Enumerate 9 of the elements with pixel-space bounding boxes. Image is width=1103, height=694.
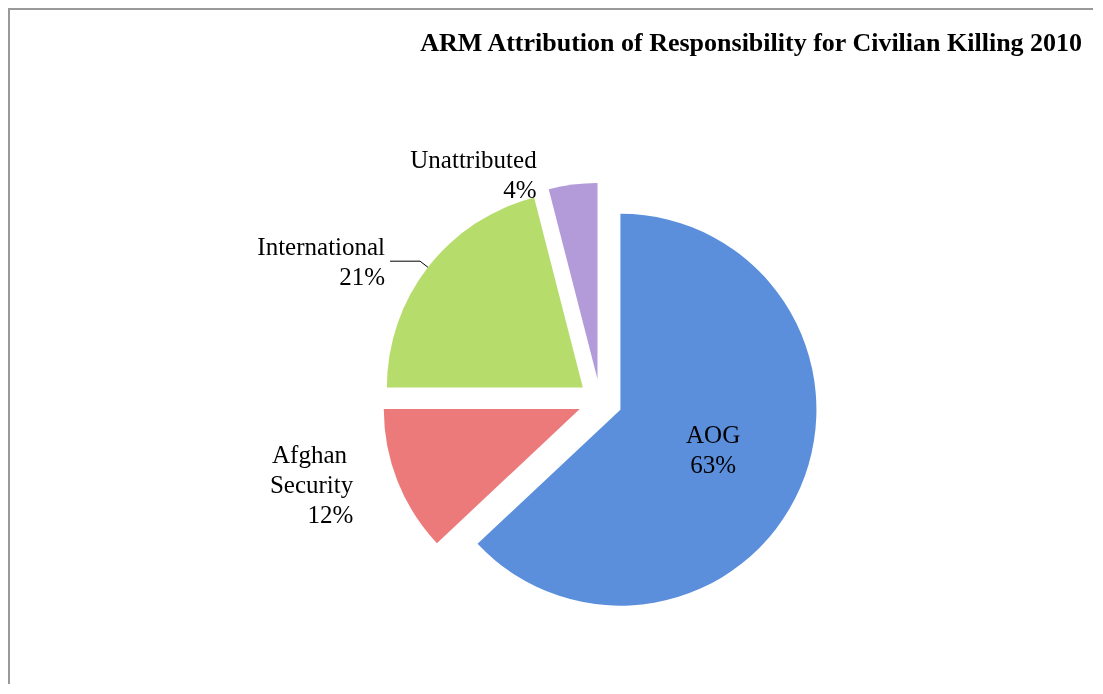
slice-label: International <box>257 232 386 260</box>
slice-label: AOG <box>686 421 741 449</box>
data-label: 12% <box>307 501 354 529</box>
data-label: 21% <box>339 262 386 290</box>
data-label: 63% <box>690 451 737 479</box>
chart-title: ARM Attribution of Responsibility for Civilian Killing 2010 <box>420 27 1083 57</box>
slice-label: Afghan Security <box>269 441 354 499</box>
data-label: 4% <box>503 176 537 204</box>
slice-label: Unattributed <box>410 146 538 174</box>
